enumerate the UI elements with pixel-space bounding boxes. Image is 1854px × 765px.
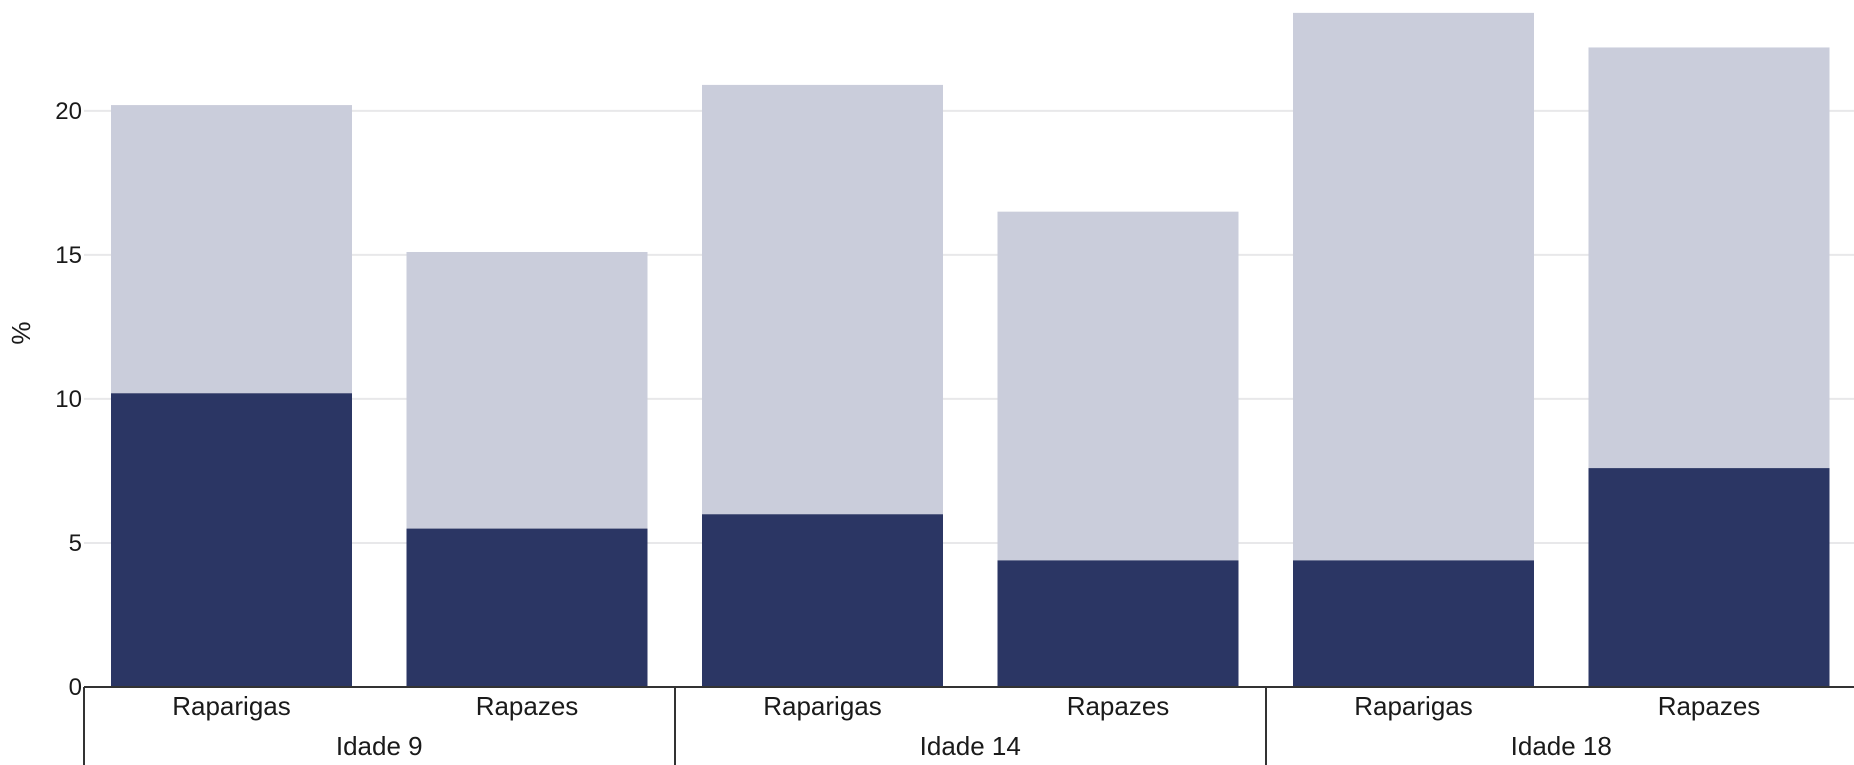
- bar-segment: [1293, 12, 1534, 561]
- bar-segment: [997, 211, 1239, 561]
- axes: [83, 686, 1854, 765]
- gridlines: [84, 109, 1854, 544]
- x-group-label: Idade 14: [920, 731, 1021, 761]
- y-tick-label: 15: [55, 242, 82, 269]
- bar-segment: [111, 393, 352, 687]
- bar-segment: [702, 84, 943, 515]
- x-category-label: Rapazes: [476, 691, 579, 721]
- bar-segment: [406, 528, 648, 687]
- x-group-label: Idade 9: [336, 731, 423, 761]
- y-tick-label: 0: [69, 674, 82, 701]
- bar-segment: [997, 560, 1239, 687]
- x-category-label: Raparigas: [1354, 691, 1473, 721]
- x-category-label: Raparigas: [763, 691, 882, 721]
- y-tick-label: 10: [55, 386, 82, 413]
- bar-segment: [1588, 47, 1830, 469]
- bar-segment: [702, 514, 943, 687]
- y-axis-title: %: [6, 321, 36, 344]
- bar-segment: [1588, 468, 1830, 687]
- y-tick-label: 5: [69, 530, 82, 557]
- bar-segment: [406, 251, 648, 529]
- bar-segment: [1293, 560, 1534, 687]
- x-category-label: Rapazes: [1067, 691, 1170, 721]
- y-tick-label: 20: [55, 98, 82, 125]
- bars: [111, 12, 1830, 687]
- x-category-label: Rapazes: [1658, 691, 1761, 721]
- labels: 0 5 10 15 20 Raparigas Rapazes Raparigas Rapazes…: [55, 98, 1760, 761]
- x-category-label: Raparigas: [172, 691, 291, 721]
- bar-segment: [111, 105, 352, 394]
- x-group-label: Idade 18: [1511, 731, 1612, 761]
